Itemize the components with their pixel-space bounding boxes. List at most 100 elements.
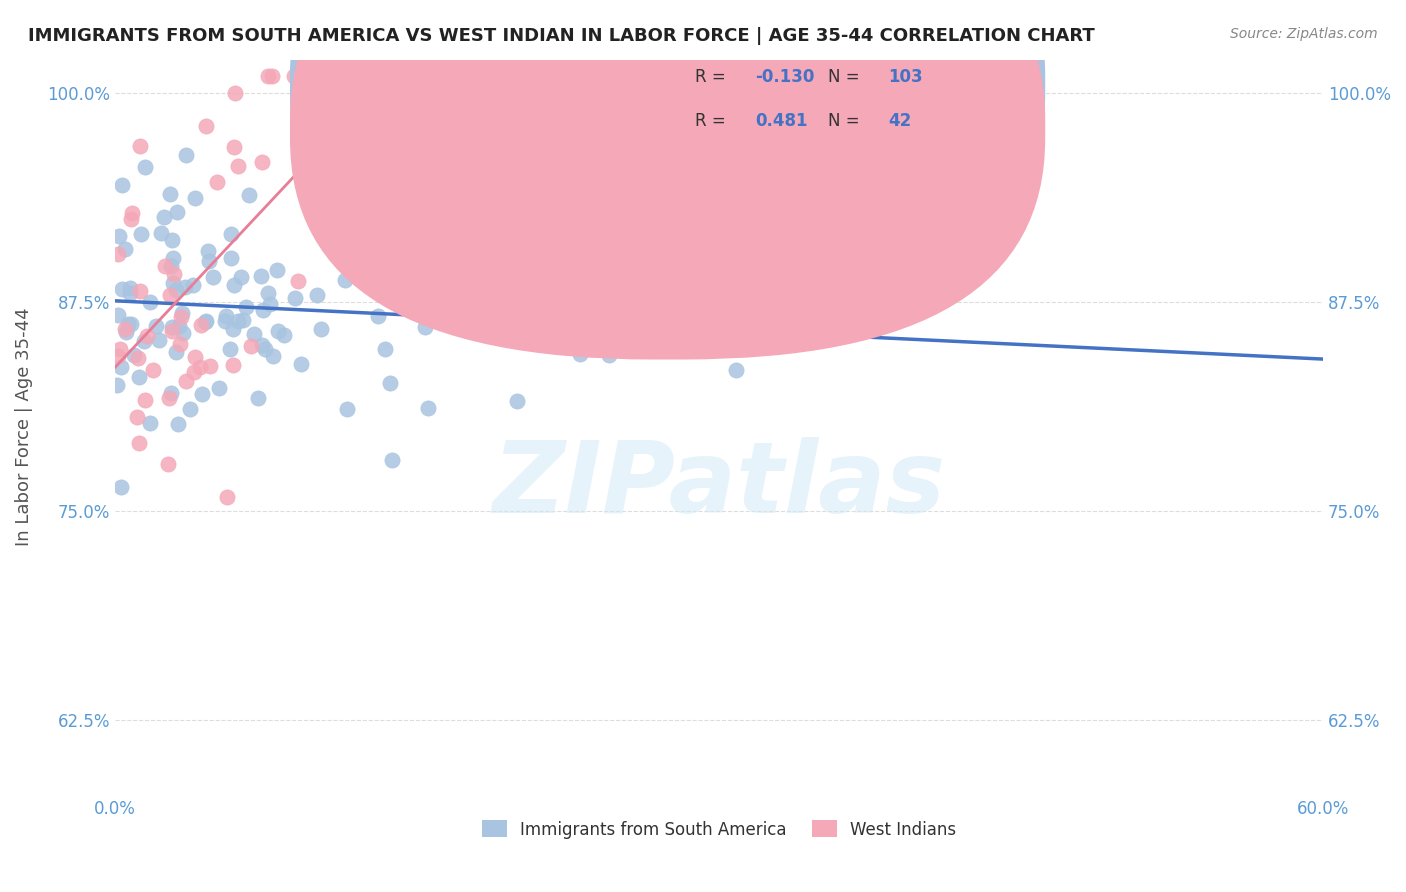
Point bbox=[450, 292, 472, 306]
Point bbox=[157, 391, 180, 405]
Point bbox=[222, 140, 245, 154]
Point bbox=[252, 303, 274, 318]
Point bbox=[145, 318, 167, 333]
Point bbox=[160, 385, 183, 400]
Point bbox=[128, 435, 150, 450]
Point bbox=[179, 401, 201, 416]
Point bbox=[173, 279, 195, 293]
Point bbox=[125, 409, 148, 424]
Point bbox=[174, 374, 197, 388]
Point bbox=[262, 349, 284, 363]
Text: Source: ZipAtlas.com: Source: ZipAtlas.com bbox=[1230, 27, 1378, 41]
Point bbox=[198, 359, 221, 373]
Point bbox=[336, 401, 359, 416]
Point bbox=[139, 295, 162, 310]
Point bbox=[266, 263, 288, 277]
Text: ZIPatlas: ZIPatlas bbox=[492, 437, 945, 534]
Point bbox=[108, 229, 131, 244]
Point bbox=[197, 244, 219, 258]
Point bbox=[188, 359, 211, 374]
Point bbox=[105, 377, 128, 392]
Point bbox=[162, 276, 184, 290]
Point bbox=[333, 273, 356, 287]
Point bbox=[111, 281, 134, 295]
Point bbox=[159, 186, 181, 201]
Point bbox=[142, 363, 165, 377]
Point bbox=[240, 339, 263, 353]
Point bbox=[120, 317, 142, 331]
Point bbox=[267, 324, 290, 338]
Point bbox=[381, 452, 404, 467]
Point bbox=[598, 348, 620, 362]
Text: N =: N = bbox=[828, 112, 865, 129]
Point bbox=[243, 326, 266, 341]
Point bbox=[114, 242, 136, 256]
Point bbox=[170, 310, 193, 324]
Point bbox=[169, 337, 191, 351]
Point bbox=[290, 357, 312, 371]
Point bbox=[219, 227, 242, 242]
Point bbox=[284, 291, 307, 305]
Point bbox=[114, 322, 136, 336]
Point bbox=[162, 267, 184, 281]
Point bbox=[811, 252, 834, 266]
Point bbox=[283, 70, 305, 84]
Text: IMMIGRANTS FROM SOUTH AMERICA VS WEST INDIAN IN LABOR FORCE | AGE 35-44 CORRELAT: IMMIGRANTS FROM SOUTH AMERICA VS WEST IN… bbox=[28, 27, 1095, 45]
Point bbox=[259, 297, 281, 311]
Point bbox=[118, 286, 141, 301]
Point bbox=[724, 363, 747, 377]
Point bbox=[205, 175, 228, 189]
Point bbox=[129, 284, 152, 298]
Point bbox=[107, 246, 129, 260]
Point bbox=[132, 334, 155, 348]
Point bbox=[150, 226, 173, 240]
Point bbox=[181, 277, 204, 292]
Point bbox=[122, 348, 145, 362]
Point bbox=[344, 70, 367, 84]
Point bbox=[416, 401, 439, 415]
Point bbox=[107, 308, 129, 322]
Point bbox=[121, 206, 143, 220]
Point bbox=[184, 191, 207, 205]
Point bbox=[305, 288, 328, 302]
Point bbox=[253, 342, 276, 356]
Point bbox=[110, 359, 132, 374]
Point bbox=[172, 326, 194, 341]
Point bbox=[110, 343, 132, 357]
Point bbox=[159, 259, 181, 273]
Point bbox=[222, 278, 245, 293]
Point bbox=[117, 317, 139, 331]
Point bbox=[152, 210, 174, 224]
Point bbox=[226, 159, 249, 173]
Point bbox=[148, 334, 170, 348]
Point bbox=[224, 87, 246, 101]
Point bbox=[139, 416, 162, 430]
Point bbox=[134, 160, 156, 174]
Point bbox=[443, 252, 465, 266]
Point bbox=[367, 309, 389, 323]
Point bbox=[194, 315, 217, 329]
Point bbox=[162, 324, 184, 338]
Point bbox=[214, 314, 236, 328]
Point bbox=[388, 283, 411, 297]
Point bbox=[222, 359, 245, 373]
Point bbox=[250, 268, 273, 283]
Text: 103: 103 bbox=[889, 68, 922, 86]
Point bbox=[135, 328, 157, 343]
Point bbox=[287, 274, 309, 288]
Point bbox=[118, 281, 141, 295]
Point bbox=[247, 391, 270, 405]
Text: R =: R = bbox=[695, 112, 735, 129]
Point bbox=[385, 292, 408, 306]
Point bbox=[170, 306, 193, 320]
FancyBboxPatch shape bbox=[290, 0, 1045, 316]
Text: 42: 42 bbox=[889, 112, 911, 129]
Point bbox=[374, 342, 396, 356]
Point bbox=[107, 349, 129, 363]
Point bbox=[129, 139, 152, 153]
Point bbox=[166, 283, 188, 297]
Text: R =: R = bbox=[695, 68, 731, 86]
Point bbox=[129, 227, 152, 241]
Point bbox=[343, 200, 366, 214]
Point bbox=[110, 480, 132, 494]
